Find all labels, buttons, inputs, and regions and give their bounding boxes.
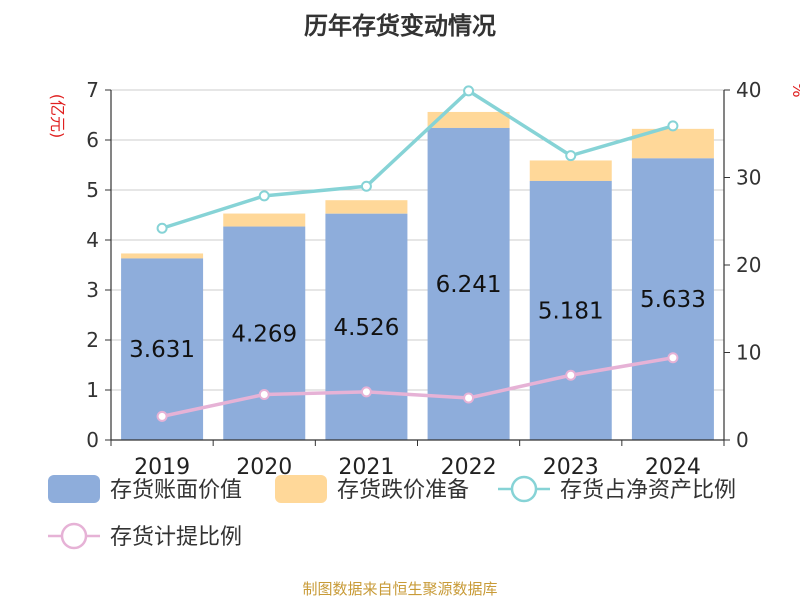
legend-label: 存货占净资产比例 bbox=[560, 478, 736, 503]
left-axis-unit: (亿元) bbox=[48, 94, 67, 139]
legend-label: 存货跌价准备 bbox=[337, 478, 469, 503]
provision-ratio-point bbox=[565, 369, 577, 381]
provision-ratio-point bbox=[463, 392, 475, 404]
bar-value-label: 4.269 bbox=[231, 321, 297, 347]
right-tick-label: 0 bbox=[736, 428, 749, 452]
x-category-label: 2024 bbox=[645, 455, 701, 480]
bar-book-value bbox=[223, 226, 306, 440]
left-tick-label: 1 bbox=[86, 378, 99, 402]
left-tick-label: 6 bbox=[86, 128, 99, 152]
bar-book-value bbox=[325, 213, 408, 440]
right-tick-label: 40 bbox=[736, 78, 761, 102]
ratio-net-assets-point bbox=[360, 180, 372, 192]
legend-marker bbox=[60, 522, 88, 550]
right-axis-unit: % bbox=[789, 82, 800, 97]
legend-label: 存货计提比例 bbox=[110, 525, 242, 550]
bar-impairment bbox=[121, 253, 204, 259]
right-tick-label: 20 bbox=[736, 253, 761, 277]
data-labels-group: 3.631 4.269 4.526 6.241 5.181 5.633 bbox=[129, 272, 706, 363]
legend-swatch bbox=[48, 475, 100, 503]
lines-group bbox=[156, 85, 679, 422]
bar-impairment bbox=[427, 111, 510, 128]
x-category-label: 2022 bbox=[441, 455, 497, 480]
left-tick-label: 2 bbox=[86, 328, 99, 352]
left-tick-label: 4 bbox=[86, 228, 99, 252]
legend-marker bbox=[510, 475, 538, 503]
left-tick-label: 5 bbox=[86, 178, 99, 202]
provision-ratio-point bbox=[258, 389, 270, 400]
left-tick-label: 0 bbox=[86, 428, 99, 452]
left-tick-label: 3 bbox=[86, 278, 99, 302]
x-category-label: 2019 bbox=[134, 455, 190, 480]
chart-title: 历年存货变动情况 bbox=[304, 12, 496, 40]
bar-value-label: 5.633 bbox=[640, 287, 706, 313]
provision-ratio-point bbox=[360, 386, 372, 398]
source-note: 制图数据来自恒生聚源数据库 bbox=[302, 580, 497, 598]
ratio-net-assets-point bbox=[565, 150, 577, 162]
bar-book-value bbox=[427, 127, 510, 440]
x-category-label: 2023 bbox=[543, 455, 599, 480]
ratio-net-assets-point bbox=[258, 190, 270, 202]
legend-swatch bbox=[275, 475, 327, 503]
provision-ratio-point bbox=[667, 352, 679, 364]
x-category-label: 2021 bbox=[338, 455, 394, 480]
ratio-net-assets-point bbox=[463, 85, 475, 97]
bar-book-value bbox=[529, 180, 612, 440]
provision-ratio-point bbox=[156, 410, 168, 422]
right-tick-label: 10 bbox=[736, 341, 761, 365]
right-tick-label: 30 bbox=[736, 166, 761, 190]
ratio-net-assets-point bbox=[667, 120, 679, 132]
bar-book-value bbox=[631, 158, 714, 440]
bars-group bbox=[121, 111, 714, 440]
legend-label: 存货账面价值 bbox=[110, 478, 242, 503]
bar-impairment bbox=[325, 200, 408, 214]
bar-impairment bbox=[529, 160, 612, 181]
ratio-net-assets-line bbox=[161, 89, 674, 230]
bar-impairment bbox=[223, 213, 306, 227]
provision-ratio-line bbox=[161, 356, 674, 419]
bar-value-label: 4.526 bbox=[333, 315, 399, 341]
left-tick-label: 7 bbox=[86, 78, 99, 102]
bar-value-label: 3.631 bbox=[129, 337, 195, 363]
ratio-net-assets-point bbox=[156, 222, 168, 234]
bar-value-label: 6.241 bbox=[436, 272, 502, 298]
bar-value-label: 5.181 bbox=[538, 298, 604, 324]
